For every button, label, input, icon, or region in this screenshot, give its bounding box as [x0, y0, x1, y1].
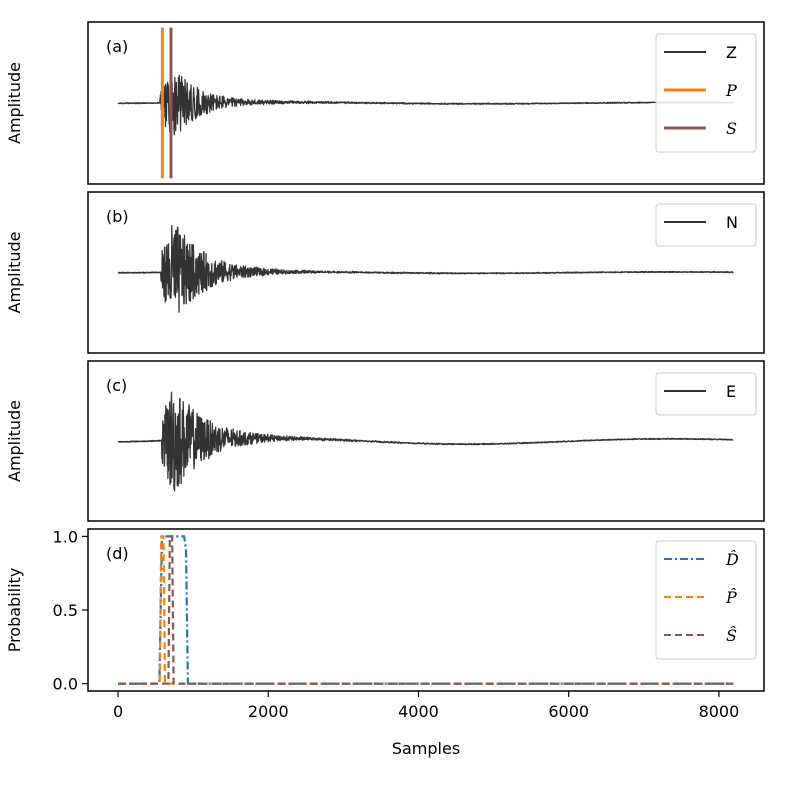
legend-layer: ZPS N E D̂ P̂ Ŝ [655, 33, 757, 660]
legend-label: S [726, 119, 737, 138]
series-d-line-0 [118, 535, 734, 685]
legend-label: Ŝ [726, 625, 737, 645]
x-tick-label: 8000 [699, 702, 740, 721]
y-tick-label: 1.0 [53, 527, 78, 546]
x-axis-label: Samples [392, 739, 460, 758]
panel-c-frame [87, 360, 765, 522]
panel-b-frame [87, 191, 765, 354]
panel-b-label: (b) [106, 207, 129, 226]
panel-a-frame [87, 21, 765, 185]
legend-box-a [655, 33, 757, 153]
panel-a-ylabel: Amplitude [5, 62, 24, 144]
plot-data-layer [117, 27, 734, 685]
text-layer: (a) Amplitude (b) Amplitude (c) Amplitude (d) P… [5, 37, 739, 758]
legend-box-d [655, 540, 757, 660]
x-tick-label: 2000 [248, 702, 289, 721]
legend-label: D̂ [725, 550, 739, 569]
panel-d-label: (d) [106, 544, 129, 563]
series-c-waveform-0 [117, 391, 734, 492]
y-tick-label: 0.5 [53, 601, 78, 620]
y-tick-label: 0.0 [53, 675, 78, 694]
panel-c-label: (c) [106, 376, 127, 395]
axes-layer [82, 21, 765, 697]
series-b-waveform-0 [117, 224, 734, 313]
panel-b-ylabel: Amplitude [5, 232, 24, 314]
legend-box-c [655, 372, 757, 416]
panel-b-plot-area [117, 224, 734, 313]
legend-label: P̂ [725, 588, 737, 607]
panel-a-label: (a) [106, 37, 128, 56]
legend-label: P [725, 81, 737, 100]
panel-d-ylabel: Probability [5, 568, 24, 653]
legend-label: Z [726, 43, 737, 62]
legend-label: E [726, 382, 736, 401]
panel-c-ylabel: Amplitude [5, 400, 24, 482]
x-tick-label: 4000 [398, 702, 439, 721]
series-d-line-2 [118, 535, 734, 685]
legend-box-b [655, 203, 757, 247]
x-tick-label: 6000 [548, 702, 589, 721]
series-a-waveform-0 [117, 71, 734, 139]
panel-c-plot-area [117, 391, 734, 492]
legend-label: N [726, 213, 738, 232]
panel-d-plot-area [118, 535, 734, 685]
panel-a-plot-area [117, 27, 734, 179]
x-tick-label: 0 [113, 702, 123, 721]
